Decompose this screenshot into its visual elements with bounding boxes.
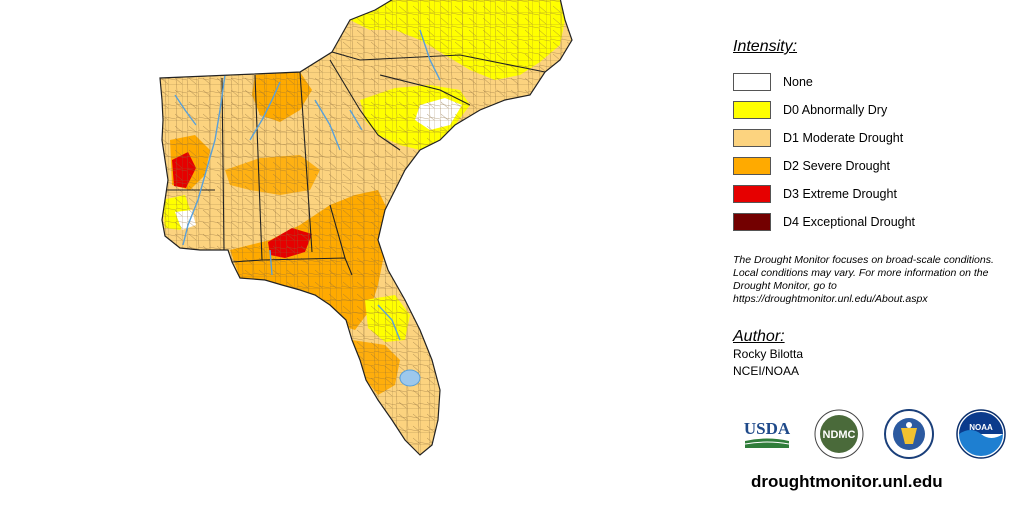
legend-swatch-none xyxy=(733,73,771,91)
legend-item-d2: D2 Severe Drought xyxy=(733,152,1018,180)
noaa-logo-text: NOAA xyxy=(969,423,993,432)
author-title: Author: xyxy=(733,328,785,345)
legend-item-d3: D3 Extreme Drought xyxy=(733,180,1018,208)
legend-swatch-d4 xyxy=(733,213,771,231)
legend-label: D1 Moderate Drought xyxy=(783,131,904,145)
legend-label: D2 Severe Drought xyxy=(783,159,891,173)
legend-title: Intensity: xyxy=(733,38,798,55)
author-name: Rocky Bilotta xyxy=(733,347,804,361)
rivers xyxy=(174,29,441,341)
disclaimer-text: The Drought Monitor focuses on broad-sca… xyxy=(733,254,994,305)
noaa-logo-icon: NOAA xyxy=(956,409,1006,459)
ndmc-logo-text: NDMC xyxy=(823,429,856,441)
legend-swatch-d2 xyxy=(733,157,771,175)
legend-swatch-d3 xyxy=(733,185,771,203)
legend-label: D3 Extreme Drought xyxy=(783,187,897,201)
legend-item-d1: D1 Moderate Drought xyxy=(733,124,1018,152)
legend-item-none: None xyxy=(733,68,1018,96)
usda-logo-text: USDA xyxy=(744,419,791,438)
legend-swatch-d0 xyxy=(733,101,771,119)
site-url[interactable]: droughtmonitor.unl.edu xyxy=(751,472,943,491)
legend-swatch-d1 xyxy=(733,129,771,147)
drought-map xyxy=(159,0,573,456)
usda-logo-icon: USDA xyxy=(744,419,791,448)
legend-panel: Intensity: None D0 Abnormally Dry D1 Mod… xyxy=(733,38,1018,508)
legend-item-d0: D0 Abnormally Dry xyxy=(733,96,1018,124)
legend-label: None xyxy=(783,75,813,89)
department-of-commerce-seal-icon xyxy=(884,409,934,459)
ndmc-logo-icon: NDMC xyxy=(814,409,864,459)
lake-okeechobee xyxy=(399,369,421,387)
legend-label: D0 Abnormally Dry xyxy=(783,103,888,117)
legend-label: D4 Exceptional Drought xyxy=(783,215,916,229)
legend-item-d4: D4 Exceptional Drought xyxy=(733,208,1018,236)
drought-map-svg xyxy=(159,0,573,456)
author-org: NCEI/NOAA xyxy=(733,364,800,378)
logo-row: USDA NDMC NOAA xyxy=(733,406,1018,462)
